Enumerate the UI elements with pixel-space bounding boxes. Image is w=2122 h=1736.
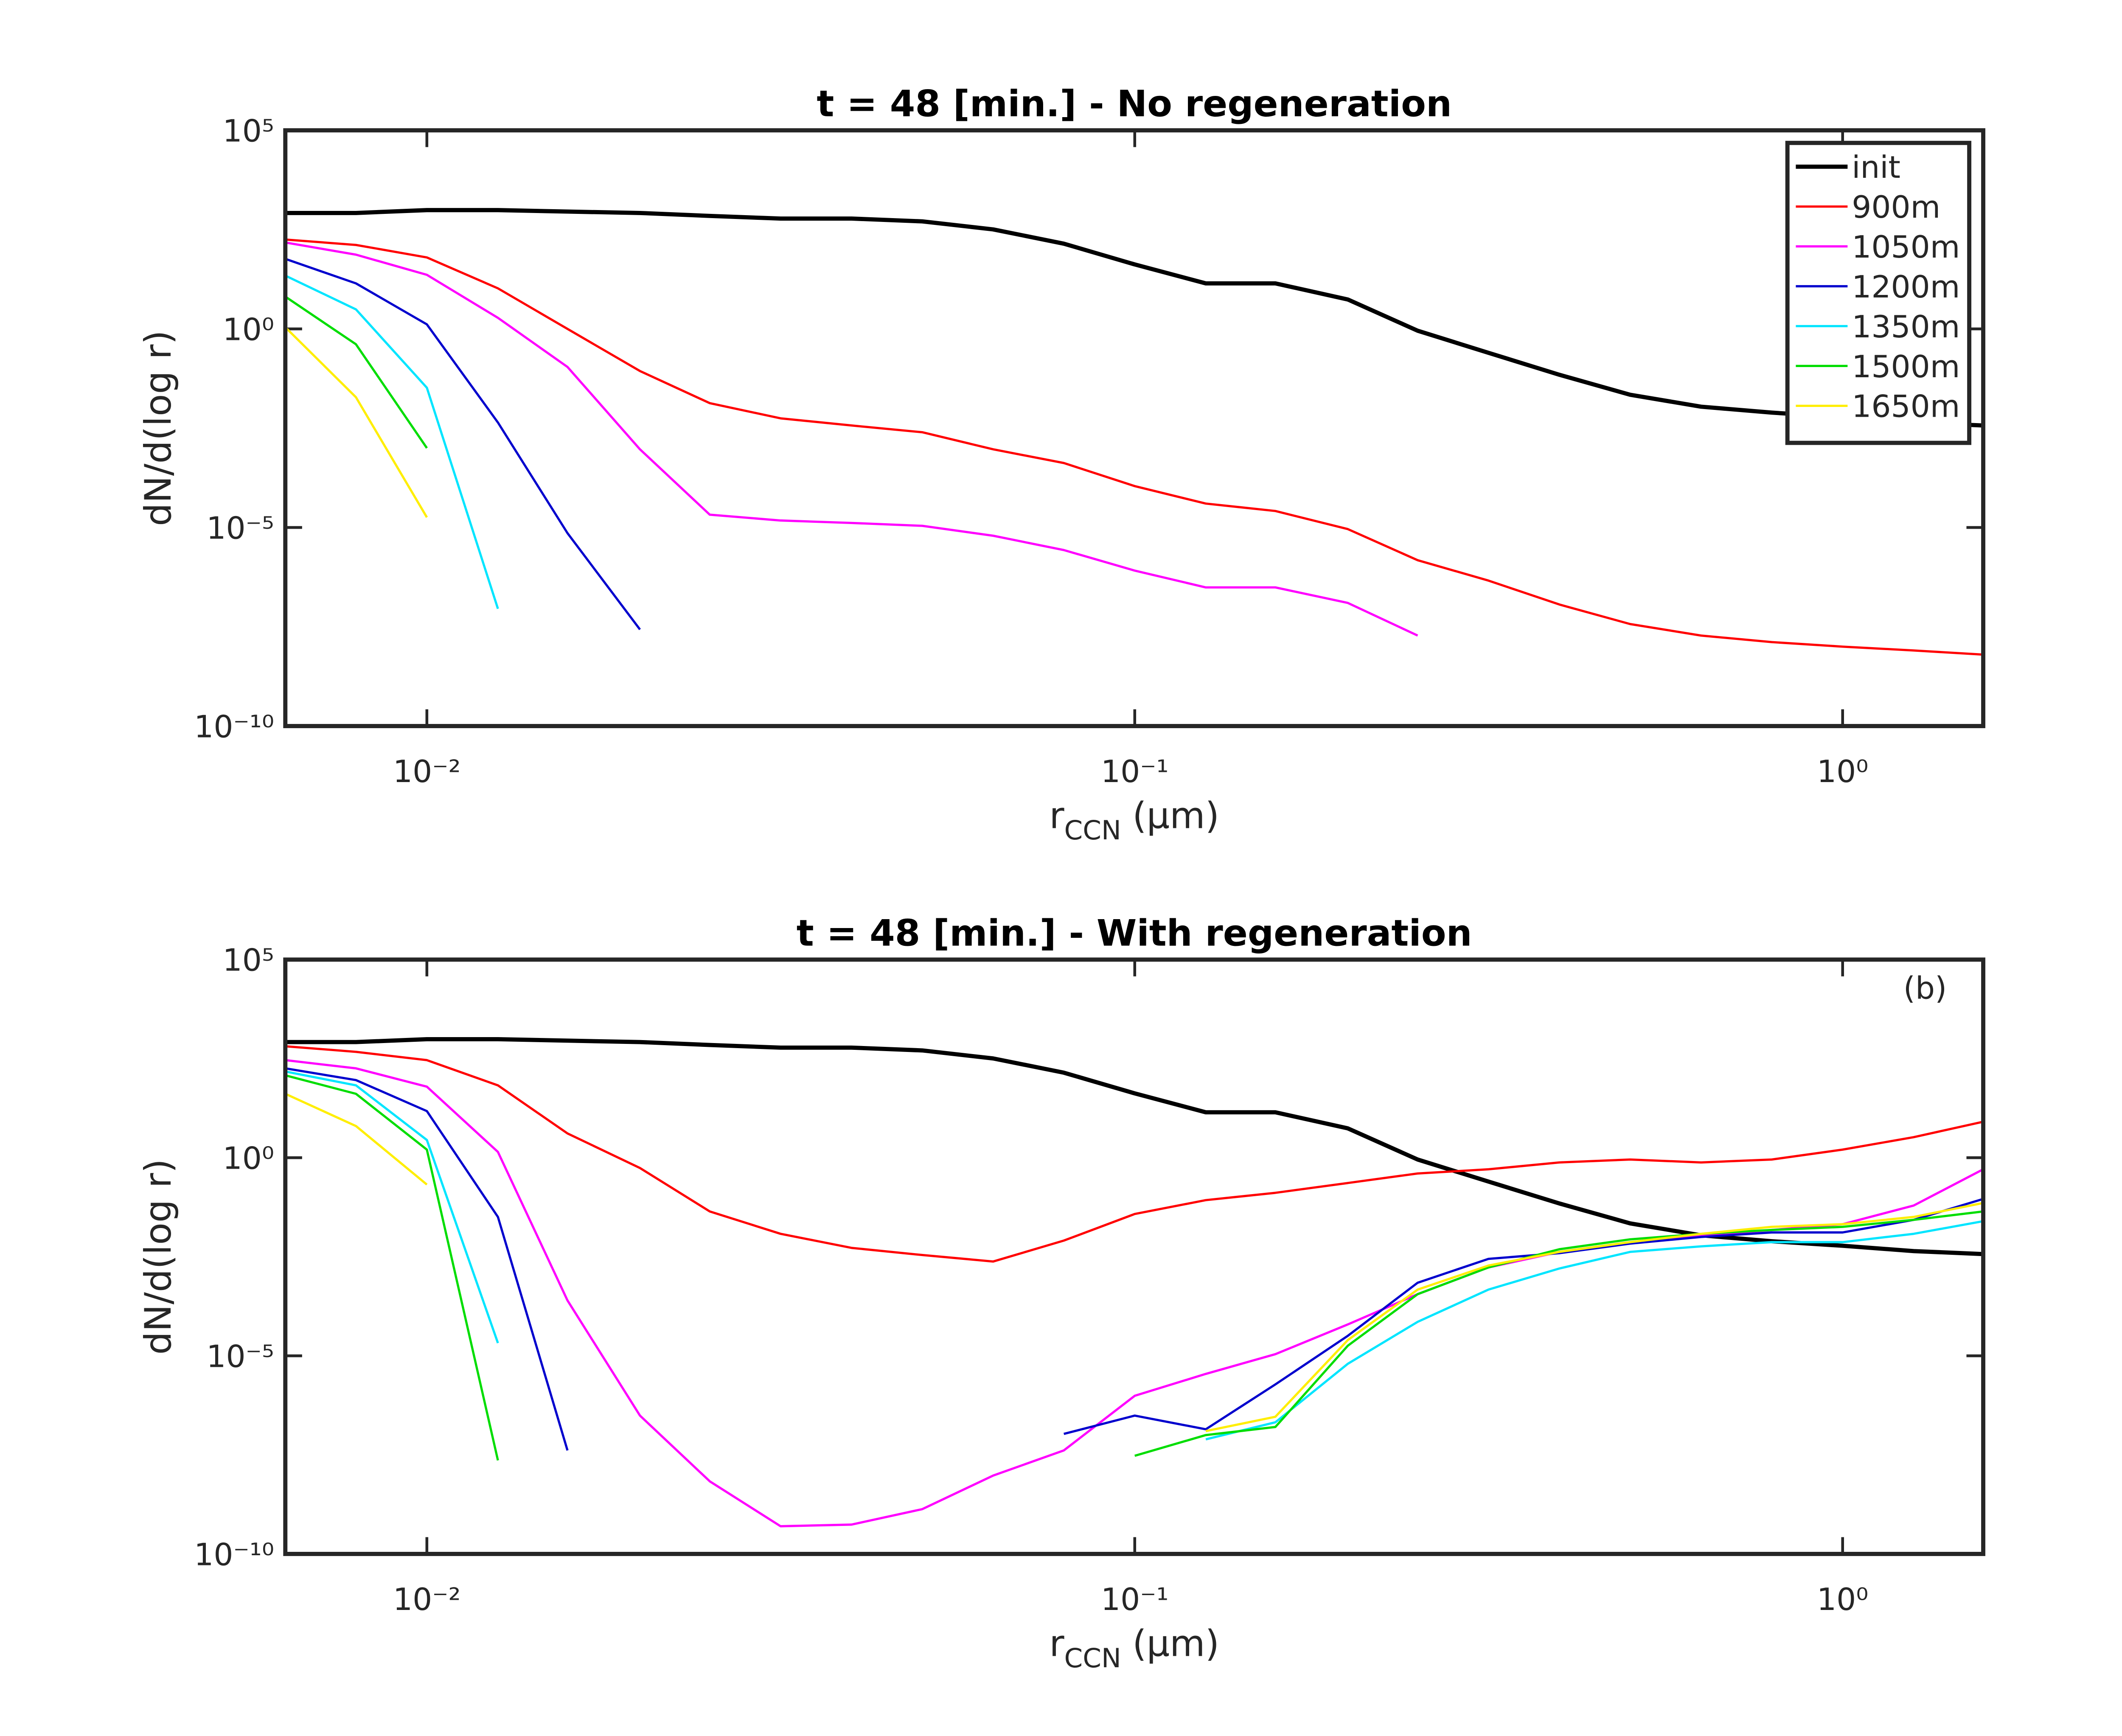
data-line [285, 241, 1418, 637]
legend-label: 1500m [1852, 349, 1960, 385]
chart-title: t = 48 [min.] - No regeneration [817, 83, 1452, 125]
data-line [285, 1074, 1984, 1461]
x-tick-label: 10⁻² [393, 1582, 461, 1618]
data-line [285, 275, 499, 609]
legend-box [1785, 140, 1972, 445]
panel: t = 48 [min.] - With regeneration 10⁻² 10⁻… [137, 912, 1985, 1674]
x-tick-label: 10⁰ [1817, 1582, 1868, 1618]
data-line [285, 1070, 1984, 1441]
x-label-unit: (μm) [1132, 1623, 1219, 1665]
data-line [285, 1059, 1984, 1528]
legend-label: 1650m [1852, 389, 1960, 425]
y-axis-label: dN/d(log r) [137, 330, 180, 526]
chart-title: t = 48 [min.] - With regeneration [797, 912, 1472, 954]
axes-frame [283, 128, 1985, 728]
data-line [285, 208, 1984, 428]
y-tick-label: 10⁵ [223, 113, 274, 149]
legend-label: 1050m [1852, 230, 1960, 265]
data-line [285, 1093, 1984, 1433]
legend-label: 900m [1852, 190, 1940, 225]
x-label-unit: (μm) [1132, 795, 1219, 837]
legend-label: 1350m [1852, 309, 1960, 345]
x-label-symbol: r [1049, 1623, 1064, 1665]
y-tick-label: 10⁰ [223, 1141, 274, 1177]
x-label-subscript: CCN [1064, 1643, 1121, 1674]
data-line [285, 1067, 1984, 1451]
x-label-symbol: r [1049, 795, 1064, 837]
panel: t = 48 [min.] - No regeneration 10⁻² 10⁻¹ 1… [137, 83, 1985, 846]
data-line [285, 295, 428, 449]
y-tick-label: 10⁻¹⁰ [194, 1537, 274, 1573]
y-axis-label: dN/d(log r) [137, 1159, 180, 1355]
data-line [285, 258, 641, 631]
data-line [285, 326, 428, 518]
x-axis-label: rCCN (μm) [1049, 795, 1219, 846]
data-line [285, 238, 1984, 656]
x-tick-label: 10⁰ [1817, 754, 1868, 790]
y-tick-label: 10⁻¹⁰ [194, 709, 274, 745]
x-tick-label: 10⁻¹ [1101, 754, 1169, 790]
y-tick-label: 10⁻⁵ [206, 1339, 274, 1374]
data-line [285, 1045, 1984, 1263]
y-tick-label: 10⁻⁵ [206, 510, 274, 546]
x-tick-label: 10⁻² [393, 754, 461, 790]
y-tick-label: 10⁰ [223, 312, 274, 348]
x-label-subscript: CCN [1064, 815, 1121, 846]
x-axis-label: rCCN (μm) [1049, 1623, 1219, 1674]
x-tick-label: 10⁻¹ [1101, 1582, 1169, 1618]
legend: init 900m 1050m 1200m 1350m 1500m 1650m [1785, 140, 1972, 445]
axes-frame [283, 957, 1985, 1556]
y-tick-label: 10⁵ [223, 943, 274, 979]
legend-label: 1200m [1852, 269, 1960, 305]
annotation: (b) [1903, 971, 1947, 1007]
legend-label: init [1852, 150, 1900, 185]
